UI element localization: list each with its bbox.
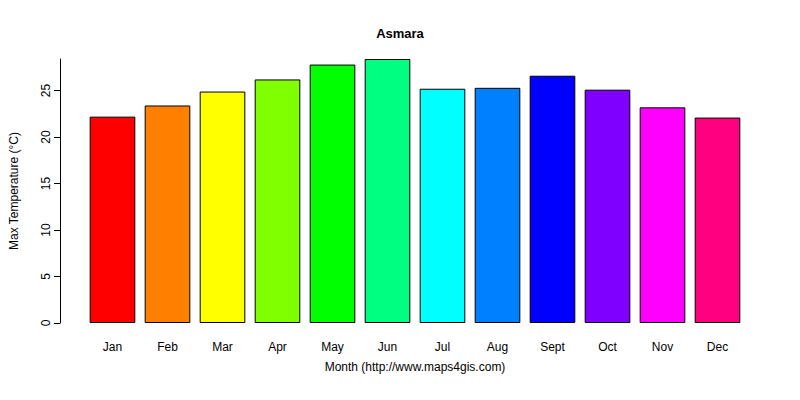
svg-text:25: 25	[39, 84, 53, 98]
svg-text:15: 15	[39, 177, 53, 191]
svg-text:May: May	[321, 340, 344, 354]
svg-text:Feb: Feb	[157, 340, 178, 354]
svg-text:Aug: Aug	[487, 340, 508, 354]
svg-text:0: 0	[39, 319, 53, 326]
svg-text:Jan: Jan	[103, 340, 122, 354]
svg-text:Jun: Jun	[378, 340, 397, 354]
svg-text:10: 10	[39, 223, 53, 237]
svg-text:Month (http://www.maps4gis.com: Month (http://www.maps4gis.com)	[325, 360, 506, 374]
svg-text:Asmara: Asmara	[376, 26, 424, 41]
svg-text:Apr: Apr	[268, 340, 287, 354]
svg-text:Dec: Dec	[707, 340, 728, 354]
svg-text:Mar: Mar	[212, 340, 233, 354]
svg-text:Oct: Oct	[598, 340, 617, 354]
svg-text:Nov: Nov	[652, 340, 673, 354]
svg-text:5: 5	[39, 273, 53, 280]
svg-text:Jul: Jul	[435, 340, 450, 354]
svg-text:Max Temperature (°C): Max Temperature (°C)	[7, 132, 21, 250]
svg-text:Sept: Sept	[540, 340, 565, 354]
svg-text:20: 20	[39, 130, 53, 144]
